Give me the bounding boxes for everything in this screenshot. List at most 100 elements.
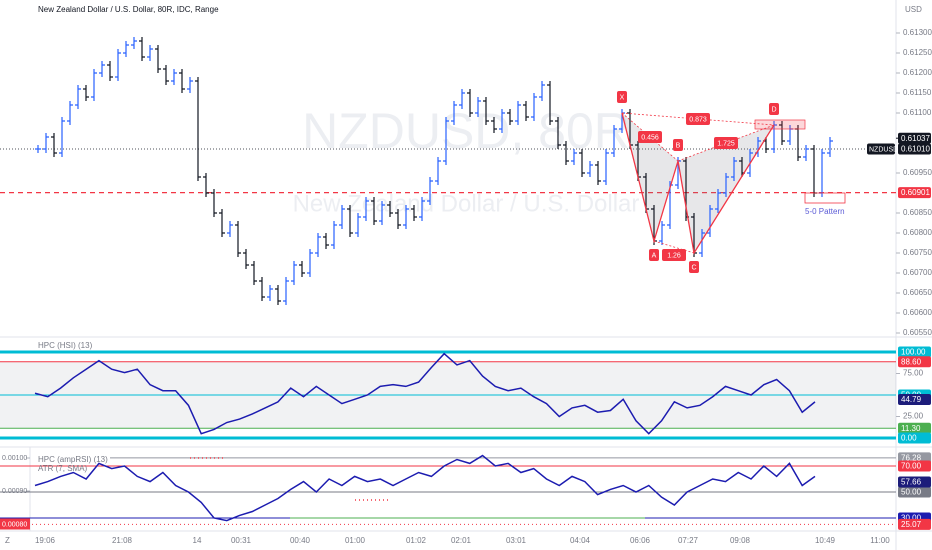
- price-tag-label: 44.79: [901, 395, 922, 404]
- price-tag: [898, 356, 931, 368]
- price-tag-label: 30.00: [901, 514, 922, 523]
- y-tick-label: 0.60550: [903, 328, 932, 337]
- price-bar: [699, 229, 705, 257]
- pattern-point-label: D: [771, 106, 776, 113]
- pattern-point-box: [689, 261, 699, 273]
- price-bar: [595, 161, 601, 185]
- pattern-ratio-label: 1.725: [717, 140, 735, 147]
- atr-tick-label: 0.00090: [2, 488, 27, 495]
- price-bar: [419, 197, 425, 221]
- price-bar: [499, 109, 505, 133]
- atr-tick-label: 0.00100: [2, 455, 27, 462]
- indicator-title: HPC (HSI) (13): [38, 341, 93, 350]
- price-bar: [307, 249, 313, 277]
- indicator-line: [34, 352, 816, 435]
- price-bar: [371, 197, 377, 225]
- price-tag: [898, 432, 931, 444]
- price-bar: [187, 77, 193, 93]
- x-tick-label: 07:27: [678, 536, 699, 545]
- price-bar: [227, 221, 233, 237]
- price-bar: [123, 41, 129, 57]
- symbol-tag-label: NZDUSD: [869, 146, 898, 153]
- y-tick-label: 0.60700: [903, 268, 932, 277]
- chart-title: New Zealand Dollar / U.S. Dollar, 80R, I…: [38, 5, 219, 14]
- price-bar: [347, 205, 353, 237]
- pattern-name: 5-0 Pattern: [805, 207, 845, 216]
- price-tag: [898, 132, 931, 144]
- pattern-ratio-line: [653, 240, 695, 254]
- pattern-ratio-box: [662, 249, 686, 261]
- pattern-point-label: X: [620, 94, 625, 101]
- price-tag: [898, 187, 931, 199]
- price-tag-label: 50.00: [901, 488, 922, 497]
- price-bar: [611, 125, 617, 157]
- price-bar: [411, 205, 417, 221]
- price-bar: [211, 189, 217, 217]
- y-tick-label: 0.60650: [903, 288, 932, 297]
- price-tag-label: 76.28: [901, 453, 922, 462]
- currency: USD: [905, 5, 922, 14]
- y-tick-label: 0.61250: [903, 48, 932, 57]
- pattern-point-box: [673, 139, 683, 151]
- price-bar: [203, 173, 209, 197]
- price-bar: [299, 261, 305, 277]
- price-tag-label: 70.00: [901, 462, 922, 471]
- price-tag-label: 0.00: [901, 434, 917, 443]
- price-bar: [75, 85, 81, 109]
- y-tick-label: 0.61300: [903, 28, 932, 37]
- price-bar: [35, 145, 41, 153]
- y-tick-label: 0.60750: [903, 248, 932, 257]
- price-tag-label: 11.30: [901, 424, 921, 433]
- price-bar: [139, 37, 145, 61]
- y-tick-label: 0.60800: [903, 228, 932, 237]
- price-bar: [219, 209, 225, 237]
- x-tick-label: 19:06: [35, 536, 56, 545]
- price-bar: [707, 205, 713, 237]
- price-bar: [395, 209, 401, 229]
- price-bar: [107, 61, 113, 81]
- pattern-point-label: C: [691, 264, 696, 271]
- price-bar: [507, 109, 513, 125]
- price-bar: [715, 189, 721, 213]
- price-tag: [898, 518, 931, 530]
- watermark-symbol: NZDUSD, 80R: [302, 103, 630, 159]
- watermark-name: New Zealand Dollar / U.S. Dollar: [293, 190, 640, 217]
- price-bar: [547, 81, 553, 125]
- price-bar: [659, 221, 665, 245]
- pattern-ratio-box: [638, 131, 662, 143]
- x-tick-label: 00:40: [290, 536, 311, 545]
- atr-tag: [0, 518, 30, 530]
- price-tag-label: 25.07: [901, 520, 922, 529]
- price-bar: [291, 261, 297, 285]
- y-tick-label: 0.61150: [903, 88, 932, 97]
- pattern-point-label: A: [652, 252, 657, 259]
- indicator-title: HPC (ampRSI) (13): [38, 455, 108, 464]
- price-bar: [579, 149, 585, 177]
- price-bar: [43, 133, 49, 153]
- price-bar: [427, 177, 433, 205]
- price-bar: [59, 117, 65, 157]
- price-bar: [339, 205, 345, 229]
- pattern-ratio-box: [686, 113, 710, 125]
- price-bar: [603, 149, 609, 185]
- price-bar: [515, 101, 521, 125]
- indicator-line: [34, 454, 816, 522]
- pattern-point-box: [769, 103, 779, 115]
- pattern-point-box: [649, 249, 659, 261]
- price-bar: [563, 141, 569, 165]
- price-bar: [171, 69, 177, 85]
- price-bar: [387, 201, 393, 217]
- price-bar: [443, 117, 449, 165]
- price-bar: [587, 161, 593, 177]
- price-tag-label: 0.61037: [901, 134, 930, 143]
- price-bar: [523, 101, 529, 121]
- price-bar: [403, 205, 409, 229]
- y-tick-label: 0.61200: [903, 68, 932, 77]
- y-tick-label: 0.60950: [903, 168, 932, 177]
- price-bar: [323, 233, 329, 249]
- price-bar: [435, 157, 441, 185]
- price-bar: [131, 37, 137, 49]
- x-tick-label: 09:08: [730, 536, 751, 545]
- price-tag: [898, 143, 931, 155]
- price-bar: [147, 45, 153, 61]
